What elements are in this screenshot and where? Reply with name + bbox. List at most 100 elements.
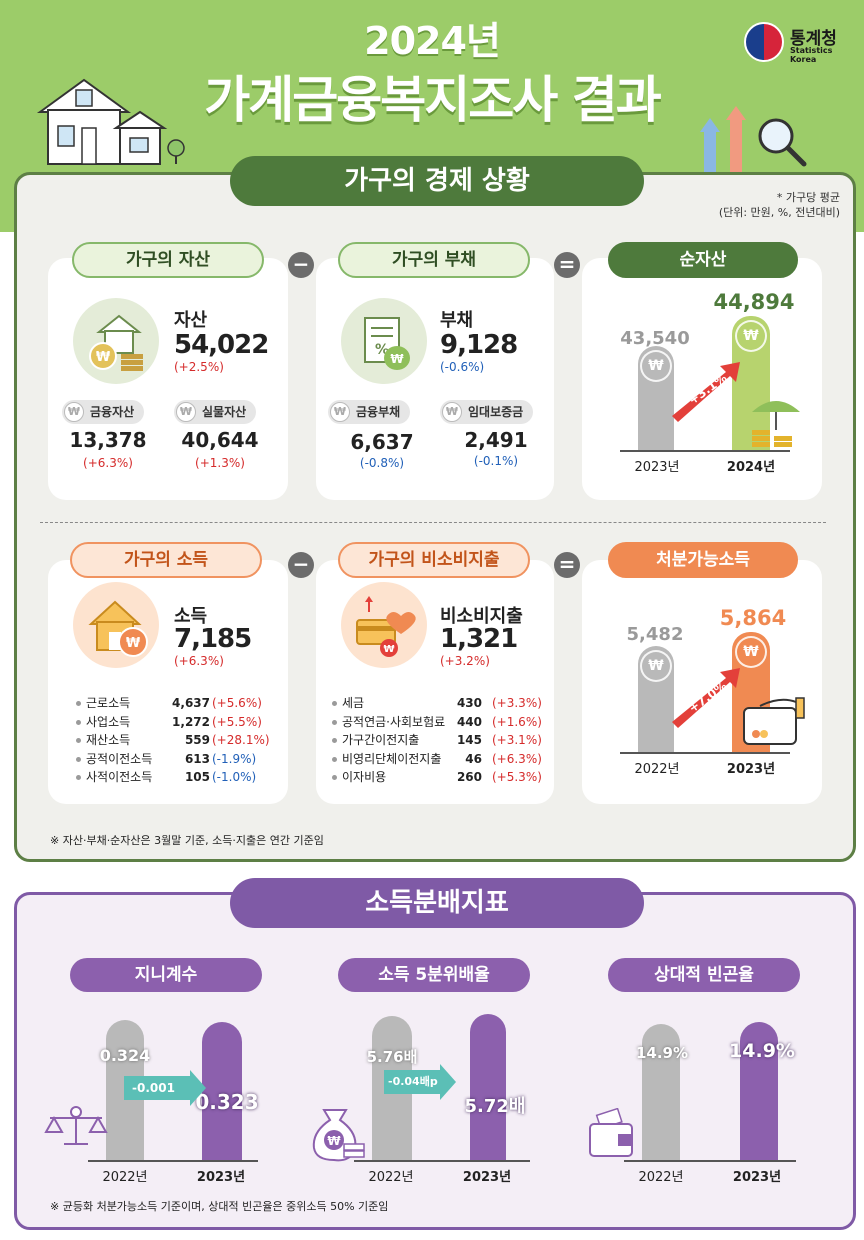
quintile-prev-value: 5.76배	[366, 1048, 418, 1066]
poverty-curr-value: 14.9%	[729, 1040, 795, 1062]
year-title: 2024년	[364, 19, 501, 63]
equals-operator: =	[554, 252, 580, 278]
list-item-name: 가구간이전지출	[342, 733, 420, 747]
financial-debt-value: 6,637	[350, 430, 414, 454]
list-item: 사업소득 1,272 (+5.5%)	[76, 713, 286, 732]
card-hand-icon	[743, 697, 805, 745]
income-label: 소득	[174, 606, 208, 627]
house-coin-icon: ₩	[73, 298, 159, 384]
list-item-name: 이자비용	[342, 770, 387, 784]
list-item-value: 440	[456, 714, 482, 729]
list-item: 재산소득 559 (+28.1%)	[76, 731, 286, 750]
list-item-change: (-1.9%)	[212, 751, 257, 766]
quintile-curr-bar	[470, 1014, 506, 1160]
list-item-value: 105	[184, 770, 210, 784]
net-assets-curr-year: 2024년	[726, 460, 776, 475]
won-icon: ₩	[64, 402, 84, 422]
bullet-icon	[332, 756, 337, 762]
assets-tag: 가구의 자산	[72, 242, 264, 278]
list-item-value: 559	[184, 733, 210, 747]
net-assets-curr-value: 44,894	[713, 290, 795, 314]
list-item-value: 4,637	[172, 696, 210, 710]
won-icon: ₩	[330, 402, 350, 422]
bullet-icon	[76, 719, 81, 725]
net-assets-prev-year: 2023년	[634, 460, 680, 475]
arrow-right-icon	[440, 1064, 456, 1100]
assets-card: ₩ 자산 54,022 (+2.5%) ₩ 금융자산 ₩ 실물자산 13,378 4…	[48, 258, 288, 500]
bullet-icon	[332, 775, 337, 780]
minus-operator: −	[288, 252, 314, 278]
list-item-value: 613	[184, 751, 210, 766]
unit-note: * 가구당 평균 (단위: 만원, %, 전년대비)	[718, 191, 840, 219]
svg-text:₩: ₩	[383, 644, 394, 655]
bullet-icon	[76, 756, 81, 762]
won-coin-icon: ₩	[640, 350, 672, 382]
quintile-prev-year: 2022년	[368, 1170, 414, 1185]
list-item-name: 사업소득	[86, 714, 131, 729]
quintile-ratio-tag: 소득 5분위배율	[338, 958, 530, 992]
list-item-value: 260	[456, 770, 482, 784]
disposable-curr-year: 2023년	[726, 762, 776, 777]
assets-label: 자산	[174, 310, 208, 331]
disposable-curr-value: 5,864	[719, 606, 787, 630]
chart-baseline	[354, 1160, 530, 1162]
money-bag-icon: ₩	[312, 1109, 365, 1162]
gini-curr-bar	[202, 1022, 242, 1160]
list-item-change: (+5.6%)	[212, 696, 262, 710]
chart-baseline	[620, 752, 790, 754]
non-consumption-breakdown-list: 세금 430 (+3.3%) 공적연금·사회보험료 440 (+1.6%) 가구간이전지출 1…	[332, 694, 552, 787]
disposable-prev-year: 2022년	[634, 762, 680, 777]
list-item-change: (+1.6%)	[492, 714, 542, 729]
list-item-value: 1,272	[172, 714, 210, 729]
won-coin-icon: ₩	[735, 636, 767, 668]
won-icon: ₩	[442, 402, 462, 422]
list-item-change: (+28.1%)	[212, 733, 270, 747]
list-item-name: 재산소득	[86, 733, 131, 747]
bullet-icon	[76, 738, 81, 743]
won-coin-icon: ₩	[640, 650, 672, 682]
section-title-income-distribution: 소득분배지표	[230, 878, 644, 928]
main-title: 가계금융복지조사 결과	[204, 71, 661, 129]
svg-text:₩: ₩	[390, 352, 404, 366]
financial-assets-tag: ₩ 금융자산	[62, 400, 145, 424]
card-heart-icon: ₩	[341, 582, 427, 668]
rental-deposit-tag: ₩ 임대보증금	[440, 400, 534, 424]
list-item-value: 46	[465, 751, 482, 766]
list-item-change: (+3.3%)	[492, 696, 542, 710]
list-item: 비영리단체이전지출 46 (+6.3%)	[332, 750, 552, 769]
real-assets-value: 40,644	[181, 428, 259, 452]
income-value: 7,185	[174, 624, 252, 654]
financial-debt-change: (-0.8%)	[359, 456, 405, 470]
debt-change: (-0.6%)	[440, 360, 485, 374]
debt-value: 9,128	[440, 330, 518, 360]
financial-assets-change: (+6.3%)	[83, 456, 133, 470]
list-item-name: 사적이전소득	[86, 770, 153, 784]
section-title-economic-status: 가구의 경제 상황	[230, 156, 644, 206]
assets-change: (+2.5%)	[174, 360, 224, 374]
bullet-icon	[332, 738, 337, 743]
list-item-change: (+6.3%)	[492, 751, 542, 766]
list-item-name: 비영리단체이전지출	[342, 751, 442, 766]
section2-footnote: ※ 균등화 처분가능소득 기준이며, 상대적 빈곤율은 중위소득 50% 기준임	[50, 1200, 389, 1213]
list-item: 근로소득 4,637 (+5.6%)	[76, 694, 286, 713]
section1-footnote: ※ 자산·부채·순자산은 3월말 기준, 소득·지출은 연간 기준임	[50, 834, 324, 847]
growth-arrow-icon	[672, 668, 740, 728]
real-assets-tag: ₩ 실물자산	[174, 400, 257, 424]
bullet-icon	[76, 775, 81, 780]
financial-debt-tag: ₩ 금융부채	[328, 400, 411, 424]
quintile-curr-year: 2023년	[462, 1170, 512, 1185]
list-item-name: 공적연금·사회보험료	[342, 714, 446, 729]
growth-arrows-icon	[700, 106, 807, 176]
net-assets-prev-value: 43,540	[620, 328, 690, 349]
gini-prev-value: 0.324	[99, 1046, 151, 1065]
poverty-rate-tag: 상대적 빈곤율	[608, 958, 800, 992]
income-breakdown-list: 근로소득 4,637 (+5.6%) 사업소득 1,272 (+5.5%) 재산소득 559(…	[76, 694, 286, 787]
gini-prev-year: 2022년	[102, 1170, 148, 1185]
list-item-name: 공적이전소득	[86, 751, 153, 766]
gini-change-arrow: -0.001	[124, 1076, 192, 1100]
list-item-value: 145	[456, 733, 482, 747]
list-item-name: 근로소득	[86, 696, 131, 710]
list-item: 이자비용 260 (+5.3%)	[332, 768, 552, 787]
gini-tag: 지니계수	[70, 958, 262, 992]
real-assets-change: (+1.3%)	[195, 456, 245, 470]
